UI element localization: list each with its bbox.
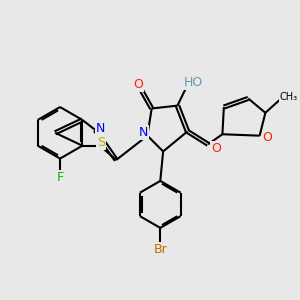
Text: O: O xyxy=(133,79,143,92)
Text: HO: HO xyxy=(184,76,203,89)
Text: S: S xyxy=(97,136,105,149)
Text: N: N xyxy=(96,122,105,135)
Text: N: N xyxy=(138,126,148,139)
Text: O: O xyxy=(263,130,273,144)
Text: Br: Br xyxy=(153,243,167,256)
Text: CH₃: CH₃ xyxy=(280,92,298,102)
Text: O: O xyxy=(211,142,221,155)
Text: F: F xyxy=(56,171,64,184)
